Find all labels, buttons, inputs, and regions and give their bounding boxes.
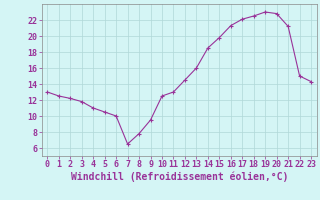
X-axis label: Windchill (Refroidissement éolien,°C): Windchill (Refroidissement éolien,°C) (70, 172, 288, 182)
